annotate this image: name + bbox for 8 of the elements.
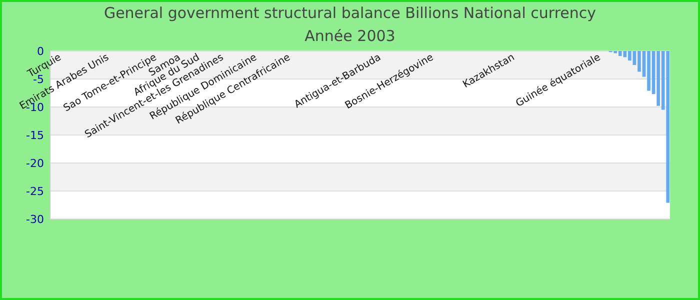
- chart-title: General government structural balance Billions National currency: [104, 4, 596, 22]
- y-tick-label: -15: [26, 129, 44, 142]
- y-tick-label: -25: [26, 185, 44, 198]
- y-tick-label: -20: [26, 157, 44, 170]
- y-tick-label: -30: [26, 213, 44, 226]
- chart-subtitle: Année 2003: [304, 27, 396, 45]
- y-tick-label: -5: [33, 73, 44, 86]
- y-tick-label: 0: [37, 45, 44, 58]
